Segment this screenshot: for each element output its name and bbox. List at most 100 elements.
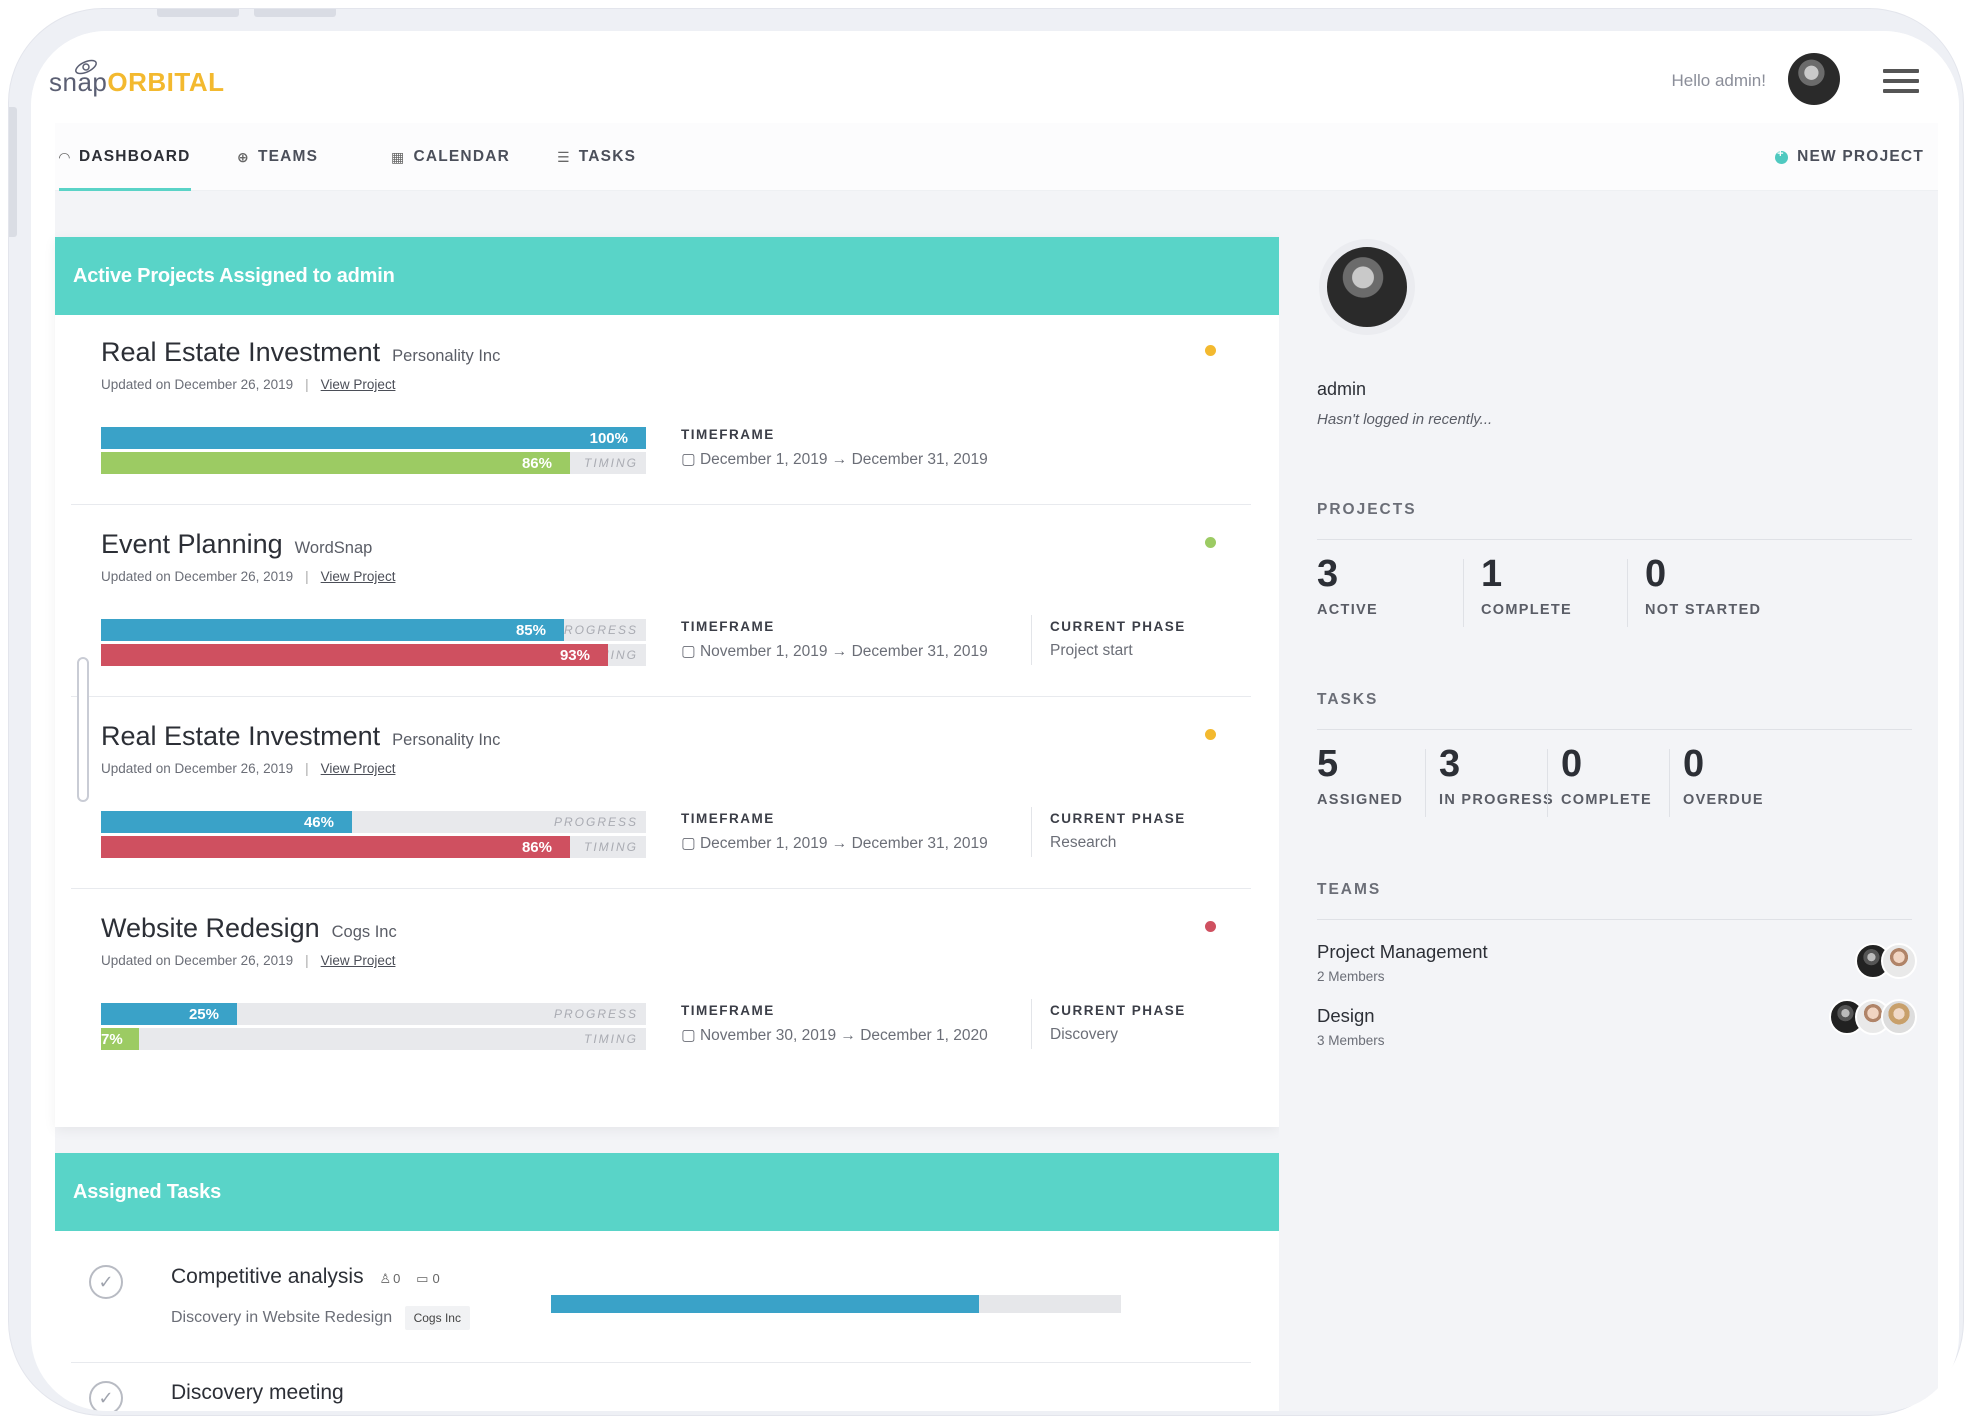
- progress-fill: [101, 619, 564, 641]
- progress-bar: PROGRESS 46%: [101, 811, 646, 833]
- timeframe-value: December 1, 2019 → December 31, 2019: [699, 451, 988, 468]
- project-title[interactable]: Real Estate Investment Personality Inc: [101, 337, 500, 368]
- project-stat[interactable]: 3 ACTIVE: [1317, 553, 1378, 618]
- teams-section-title: TEAMS: [1317, 881, 1382, 898]
- team-members: 3 Members: [1317, 1033, 1385, 1048]
- project-updated-row: Updated on December 26, 2019 | View Projec…: [101, 761, 395, 776]
- checkmark-icon[interactable]: ✓: [89, 1381, 123, 1411]
- timing-bar: TIMING 86%: [101, 836, 646, 858]
- project-client: Cogs Inc: [331, 923, 397, 941]
- timeframe: TIMEFRAME ▢ November 1, 2019 → December …: [681, 619, 988, 661]
- project-stat[interactable]: 1 COMPLETE: [1481, 553, 1572, 618]
- greeting: Hello admin!: [1671, 71, 1767, 90]
- user-status: Hasn't logged in recently...: [1317, 411, 1493, 428]
- timeframe: TIMEFRAME ▢ December 1, 2019 → December …: [681, 811, 988, 853]
- team-members: 2 Members: [1317, 969, 1385, 984]
- stat-divider: [1669, 749, 1670, 817]
- task-row[interactable]: ✓ Competitive analysis ♙ 0 ▭ 0 Discovery i…: [71, 1243, 1251, 1363]
- hamburger-menu-icon[interactable]: [1883, 69, 1919, 95]
- task-stat[interactable]: 3 IN PROGRESS: [1439, 743, 1554, 808]
- project-name[interactable]: Real Estate Investment: [101, 337, 381, 367]
- timing-bar: TIMING 93%: [101, 644, 646, 666]
- task-name[interactable]: Discovery meeting: [171, 1381, 344, 1404]
- project-row[interactable]: Real Estate Investment Personality Inc Up…: [71, 699, 1251, 889]
- task-row[interactable]: ✓ Discovery meeting: [71, 1363, 1251, 1411]
- stat-number: 1: [1481, 553, 1503, 595]
- device-frame: snapORBITAL Hello admin! ◠ DASHBOARD ⊕ TEA…: [8, 8, 1964, 1416]
- project-row[interactable]: Website Redesign Cogs Inc Updated on Dece…: [71, 891, 1251, 1081]
- app-logo[interactable]: snapORBITAL: [49, 67, 225, 98]
- timing-bar: TIMING 86%: [101, 452, 646, 474]
- task-stat[interactable]: 0 COMPLETE: [1561, 743, 1652, 808]
- team-name[interactable]: Design: [1317, 1005, 1375, 1026]
- project-row[interactable]: Event Planning WordSnap Updated on Decemb…: [71, 507, 1251, 697]
- new-project-button[interactable]: NEW PROJECT: [1775, 123, 1924, 191]
- task-stat[interactable]: 0 OVERDUE: [1683, 743, 1764, 808]
- timeframe-label: TIMEFRAME: [681, 619, 775, 634]
- nav-calendar[interactable]: ▦ CALENDAR: [391, 123, 510, 191]
- frame-side-button: [9, 107, 17, 237]
- app-header: snapORBITAL Hello admin!: [31, 31, 1959, 123]
- stat-number: 0: [1645, 553, 1667, 595]
- timing-percent: 7%: [101, 1031, 123, 1048]
- main-nav: ◠ DASHBOARD ⊕ TEAMS ▦ CALENDAR ☰ TASKS NEW P…: [55, 123, 1938, 193]
- phase-label: CURRENT PHASE: [1050, 619, 1186, 634]
- project-title[interactable]: Real Estate Investment Personality Inc: [101, 721, 500, 752]
- likes-count: 0: [393, 1271, 401, 1286]
- status-dot: [1205, 345, 1216, 356]
- stat-number: 3: [1439, 743, 1461, 785]
- view-project-link[interactable]: View Project: [320, 761, 396, 776]
- project-title[interactable]: Website Redesign Cogs Inc: [101, 913, 397, 944]
- team-avatars: [1829, 999, 1917, 1035]
- updated-date: Updated on December 26, 2019: [101, 761, 294, 776]
- nav-label: CALENDAR: [413, 148, 511, 165]
- phase-label: CURRENT PHASE: [1050, 811, 1186, 826]
- logo-icon: [75, 59, 97, 75]
- project-title[interactable]: Event Planning WordSnap: [101, 529, 372, 560]
- project-bars: PROGRESS 85% TIMING 93%: [101, 619, 646, 669]
- project-name[interactable]: Event Planning: [101, 529, 283, 559]
- project-row[interactable]: Real Estate Investment Personality Inc Up…: [71, 315, 1251, 505]
- team-avatars: [1855, 943, 1917, 979]
- timing-fill: [101, 836, 570, 858]
- task-stat[interactable]: 5 ASSIGNED: [1317, 743, 1403, 808]
- timeframe-value-row: ▢ December 1, 2019 → December 31, 2019: [681, 450, 988, 469]
- user-avatar[interactable]: [1788, 53, 1840, 105]
- projects-section-title: PROJECTS: [1317, 501, 1417, 518]
- calendar-icon: ▢: [681, 451, 696, 468]
- user-profile-avatar[interactable]: [1319, 239, 1415, 335]
- calendar-icon: ▢: [681, 643, 696, 660]
- user-name: admin: [1317, 379, 1367, 399]
- current-phase: CURRENT PHASE Discovery: [1031, 999, 1186, 1049]
- nav-teams[interactable]: ⊕ TEAMS: [237, 123, 318, 191]
- progress-fill: [101, 811, 352, 833]
- current-phase: CURRENT PHASE Project start: [1031, 615, 1186, 665]
- project-name[interactable]: Website Redesign: [101, 913, 320, 943]
- timing-percent: 93%: [559, 647, 590, 664]
- nav-tasks[interactable]: ☰ TASKS: [557, 123, 636, 191]
- project-stat[interactable]: 0 NOT STARTED: [1645, 553, 1761, 618]
- gauge-icon: ◠: [59, 148, 71, 165]
- separator: |: [305, 761, 309, 776]
- checkmark-icon[interactable]: ✓: [89, 1265, 123, 1299]
- phase-value: Research: [1050, 834, 1117, 851]
- separator: |: [305, 377, 309, 392]
- nav-dashboard[interactable]: ◠ DASHBOARD: [59, 123, 191, 193]
- timeframe-label: TIMEFRAME: [681, 811, 775, 826]
- panel-title: Active Projects Assigned to admin: [55, 237, 1279, 315]
- task-name[interactable]: Competitive analysis: [171, 1265, 364, 1288]
- project-bars: PROGRESS 46% TIMING 86%: [101, 811, 646, 861]
- globe-icon: ⊕: [237, 148, 250, 165]
- stat-label: COMPLETE: [1561, 792, 1652, 808]
- view-project-link[interactable]: View Project: [320, 953, 396, 968]
- stat-label: COMPLETE: [1481, 602, 1572, 618]
- project-name[interactable]: Real Estate Investment: [101, 721, 381, 751]
- view-project-link[interactable]: View Project: [320, 569, 396, 584]
- team-item[interactable]: Project Management 2 Members: [1317, 941, 1917, 984]
- scrollbar-thumb[interactable]: [77, 657, 89, 802]
- view-project-link[interactable]: View Project: [320, 377, 396, 392]
- client-tag[interactable]: Cogs Inc: [404, 1306, 470, 1330]
- team-name[interactable]: Project Management: [1317, 941, 1488, 962]
- calendar-icon: ▦: [391, 148, 406, 165]
- team-item[interactable]: Design 3 Members: [1317, 999, 1917, 1048]
